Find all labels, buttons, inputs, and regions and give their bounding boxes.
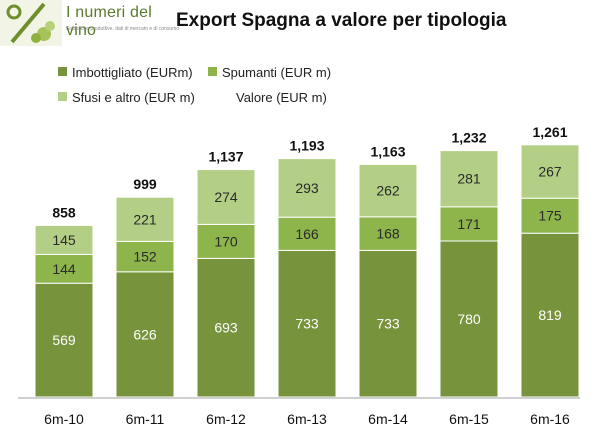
bar-segment-1-6m-13 bbox=[277, 249, 337, 398]
category-label-6m-11: 6m-11 bbox=[126, 411, 165, 427]
category-label-6m-13: 6m-13 bbox=[287, 411, 327, 427]
legend-label-3: Sfusi e altro (EUR m) bbox=[72, 90, 195, 105]
data-label-2-6m-14: 168 bbox=[376, 226, 400, 242]
category-label-6m-12: 6m-12 bbox=[206, 411, 246, 427]
data-label-3-6m-14: 262 bbox=[376, 183, 400, 199]
bar-segment-3-6m-12 bbox=[196, 169, 256, 225]
total-label-6m-10: 858 bbox=[52, 204, 76, 220]
bar-segment-3-6m-13 bbox=[277, 158, 337, 218]
logo-title: I numeri del vino bbox=[66, 4, 152, 39]
legend-swatch-1 bbox=[58, 67, 67, 76]
percent-grape-logo-icon bbox=[0, 0, 62, 46]
total-label-6m-14: 1,163 bbox=[370, 143, 405, 159]
data-label-1-6m-13: 733 bbox=[295, 316, 319, 332]
bar-segment-3-6m-15 bbox=[439, 150, 499, 208]
logo-tagline: Statistiche produttive, dati di mercato … bbox=[66, 26, 180, 32]
logo: I numeri del vino Statistiche produttive… bbox=[0, 0, 179, 46]
data-label-2-6m-16: 175 bbox=[538, 208, 562, 224]
bar-segment-2-6m-10 bbox=[34, 253, 94, 284]
data-label-2-6m-11: 152 bbox=[133, 249, 157, 265]
bar-segment-1-6m-11 bbox=[115, 271, 175, 398]
bar-segment-2-6m-16 bbox=[520, 197, 580, 234]
bar-segment-1-6m-16 bbox=[520, 232, 580, 398]
category-label-6m-15: 6m-15 bbox=[449, 411, 489, 427]
total-label-6m-15: 1,232 bbox=[451, 130, 486, 146]
bar-segment-3-6m-11 bbox=[115, 196, 175, 242]
data-label-2-6m-13: 166 bbox=[295, 226, 319, 242]
data-label-1-6m-11: 626 bbox=[133, 326, 157, 342]
bar-segment-3-6m-14 bbox=[358, 163, 418, 218]
bar-segment-1-6m-10 bbox=[34, 282, 94, 398]
total-label-6m-13: 1,193 bbox=[289, 138, 324, 154]
bar-segment-1-6m-15 bbox=[439, 240, 499, 398]
category-label-6m-16: 6m-16 bbox=[530, 411, 570, 427]
data-label-3-6m-12: 274 bbox=[214, 189, 238, 205]
data-label-3-6m-16: 267 bbox=[538, 164, 562, 180]
bar-segment-3-6m-10 bbox=[34, 224, 94, 255]
data-label-3-6m-15: 281 bbox=[457, 171, 481, 187]
bar-segment-1-6m-14 bbox=[358, 249, 418, 398]
total-label-6m-16: 1,261 bbox=[532, 124, 567, 140]
legend-swatch-3 bbox=[58, 92, 67, 101]
data-label-1-6m-16: 819 bbox=[538, 307, 562, 323]
data-label-3-6m-13: 293 bbox=[295, 180, 319, 196]
chart-title: Export Spagna a valore per tipologia bbox=[176, 10, 507, 31]
bar-segment-1-6m-12 bbox=[196, 257, 256, 398]
bars: 569 144 145 858 626 152 221 999 693 170 274 1,137 73… bbox=[34, 124, 580, 398]
data-label-3-6m-11: 221 bbox=[133, 211, 157, 227]
data-label-1-6m-15: 780 bbox=[457, 311, 481, 327]
category-labels: 6m-10 6m-11 6m-12 6m-13 6m-14 6m-15 6m-16 bbox=[44, 411, 570, 427]
total-label-6m-11: 999 bbox=[133, 176, 157, 192]
data-label-2-6m-15: 171 bbox=[457, 216, 481, 232]
legend: Imbottigliato (EURm) Spumanti (EUR m) Sfus… bbox=[58, 65, 331, 105]
data-label-1-6m-12: 693 bbox=[214, 320, 238, 336]
legend-swatch-2 bbox=[208, 67, 217, 76]
data-label-3-6m-10: 145 bbox=[52, 232, 76, 248]
category-label-6m-14: 6m-14 bbox=[368, 411, 408, 427]
data-label-1-6m-14: 733 bbox=[376, 316, 400, 332]
data-label-2-6m-10: 144 bbox=[52, 261, 76, 277]
total-label-6m-12: 1,137 bbox=[208, 149, 243, 165]
bar-segment-2-6m-11 bbox=[115, 240, 175, 273]
data-label-1-6m-10: 569 bbox=[52, 332, 76, 348]
bar-segment-3-6m-16 bbox=[520, 144, 580, 199]
legend-label-1: Imbottigliato (EURm) bbox=[72, 65, 193, 80]
bar-segment-2-6m-12 bbox=[196, 223, 256, 259]
bar-segment-2-6m-13 bbox=[277, 216, 337, 251]
legend-label-totals: Valore (EUR m) bbox=[236, 90, 327, 105]
category-label-6m-10: 6m-10 bbox=[44, 411, 84, 427]
bar-segment-2-6m-14 bbox=[358, 216, 418, 251]
data-label-2-6m-12: 170 bbox=[214, 233, 238, 249]
legend-label-2: Spumanti (EUR m) bbox=[222, 65, 331, 80]
